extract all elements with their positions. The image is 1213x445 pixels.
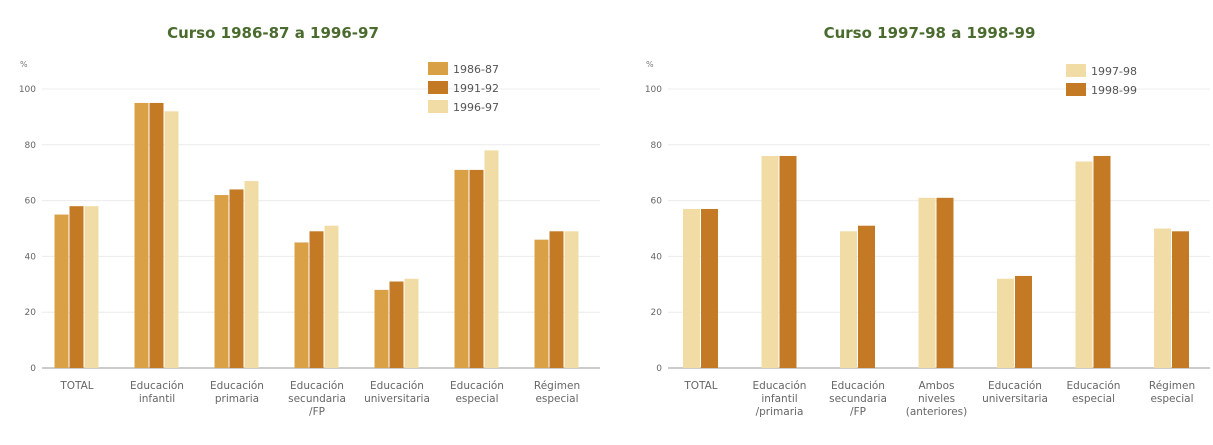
y-tick-label: 60 xyxy=(651,197,663,207)
bar-1991-92 xyxy=(69,206,84,368)
legend-swatch xyxy=(1066,64,1086,77)
chart-right-svg: Curso 1997-98 a 1998-99% 0 20 40 60 80 100 TOTA… xyxy=(645,24,1210,418)
x-tick-label: Ambos xyxy=(919,380,955,392)
bar-1998-99 xyxy=(1172,231,1189,368)
bar-1996-97 xyxy=(324,225,339,368)
legend-label: 1998-99 xyxy=(1091,84,1137,97)
bar-1998-99 xyxy=(858,225,875,368)
x-tick-label: niveles xyxy=(918,393,955,405)
bar-1998-99 xyxy=(779,155,797,368)
x-tick-label: /primaria xyxy=(756,406,804,418)
chart-right: Curso 1997-98 a 1998-99% 0 20 40 60 80 100 TOTA… xyxy=(606,0,1213,441)
bar-1991-92 xyxy=(149,102,164,368)
bar-1998-99 xyxy=(936,197,954,368)
bar-1996-97 xyxy=(564,231,579,368)
y-tick-label: 80 xyxy=(651,141,663,151)
y-tick-label: 0 xyxy=(30,364,36,374)
bar-1996-97 xyxy=(404,278,419,368)
y-tick-label: 40 xyxy=(25,252,37,262)
x-tick-label: TOTAL xyxy=(683,380,717,392)
bar-1997-98 xyxy=(683,208,700,368)
chart-left-svg: Curso 1986-87 a 1996-97% 0 20 40 60 80 100 TOTA… xyxy=(19,24,600,418)
y-unit-label: % xyxy=(646,60,654,69)
x-tick-label: Régimen xyxy=(1149,380,1195,392)
x-tick-label: secundaria xyxy=(288,393,346,405)
bar-1997-98 xyxy=(997,278,1014,368)
bar-1996-97 xyxy=(84,206,99,368)
chart-title: Curso 1997-98 a 1998-99 xyxy=(824,24,1036,42)
x-tick-label: especial xyxy=(455,393,498,405)
bar-1991-92 xyxy=(469,169,484,368)
legend-swatch xyxy=(428,100,448,113)
bar-1991-92 xyxy=(549,231,564,368)
bar-1986-87 xyxy=(454,169,469,368)
x-tick-label: Régimen xyxy=(534,380,580,392)
y-tick-label: 0 xyxy=(656,364,662,374)
legend-swatch xyxy=(428,62,448,75)
legend-label: 1986-87 xyxy=(453,63,499,76)
y-tick-label: 100 xyxy=(645,85,662,95)
bar-1998-99 xyxy=(1093,155,1111,368)
bar-1998-99 xyxy=(1015,275,1032,368)
x-tick-label: /FP xyxy=(309,406,325,418)
x-tick-label: primaria xyxy=(215,393,259,405)
bar-1986-87 xyxy=(534,239,549,368)
bar-1997-98 xyxy=(1154,228,1171,368)
x-tick-label: secundaria xyxy=(829,393,887,405)
bar-1996-97 xyxy=(244,181,259,368)
chart-left: Curso 1986-87 a 1996-97% 0 20 40 60 80 100 TOTA… xyxy=(0,0,606,441)
bar-1991-92 xyxy=(229,189,244,368)
x-tick-label: Educación xyxy=(450,380,504,392)
y-tick-label: 100 xyxy=(19,85,36,95)
x-tick-label: Educación xyxy=(290,380,344,392)
y-tick-label: 40 xyxy=(651,252,663,262)
bar-1991-92 xyxy=(309,231,324,368)
y-tick-label: 60 xyxy=(25,197,37,207)
y-tick-label: 80 xyxy=(25,141,37,151)
bar-1991-92 xyxy=(389,281,404,368)
bar-1996-97 xyxy=(164,111,179,368)
x-tick-label: Educación xyxy=(1067,380,1121,392)
x-tick-label: infantil xyxy=(139,393,175,405)
bar-1986-87 xyxy=(54,214,69,368)
x-tick-label: /FP xyxy=(850,406,866,418)
x-tick-label: Educación xyxy=(988,380,1042,392)
y-tick-label: 20 xyxy=(651,308,663,318)
bar-1986-87 xyxy=(374,289,389,368)
legend-label: 1996-97 xyxy=(453,101,499,114)
chart-title: Curso 1986-87 a 1996-97 xyxy=(167,24,379,42)
bar-1997-98 xyxy=(1075,161,1093,368)
bar-1997-98 xyxy=(918,197,936,368)
bar-1996-97 xyxy=(484,150,499,368)
x-tick-label: Educación xyxy=(831,380,885,392)
bar-1986-87 xyxy=(134,102,149,368)
x-tick-label: Educación xyxy=(753,380,807,392)
y-tick-label: 20 xyxy=(25,308,37,318)
x-tick-label: especial xyxy=(1072,393,1115,405)
bar-1986-87 xyxy=(294,242,309,368)
x-tick-label: Educación xyxy=(210,380,264,392)
bar-1997-98 xyxy=(761,155,779,368)
x-tick-label: especial xyxy=(1150,393,1193,405)
legend-swatch xyxy=(1066,83,1086,96)
bar-1986-87 xyxy=(214,195,229,368)
x-tick-label: Educación xyxy=(370,380,424,392)
legend-swatch xyxy=(428,81,448,94)
x-tick-label: infantil xyxy=(761,393,797,405)
x-tick-label: universitaria xyxy=(982,393,1048,405)
x-tick-label: especial xyxy=(535,393,578,405)
bar-1997-98 xyxy=(840,231,857,368)
x-tick-label: Educación xyxy=(130,380,184,392)
legend-label: 1997-98 xyxy=(1091,65,1137,78)
x-tick-label: TOTAL xyxy=(59,380,93,392)
x-tick-label: universitaria xyxy=(364,393,430,405)
legend-label: 1991-92 xyxy=(453,82,499,95)
y-unit-label: % xyxy=(20,60,28,69)
bar-1998-99 xyxy=(701,208,718,368)
x-tick-label: (anteriores) xyxy=(906,406,968,418)
